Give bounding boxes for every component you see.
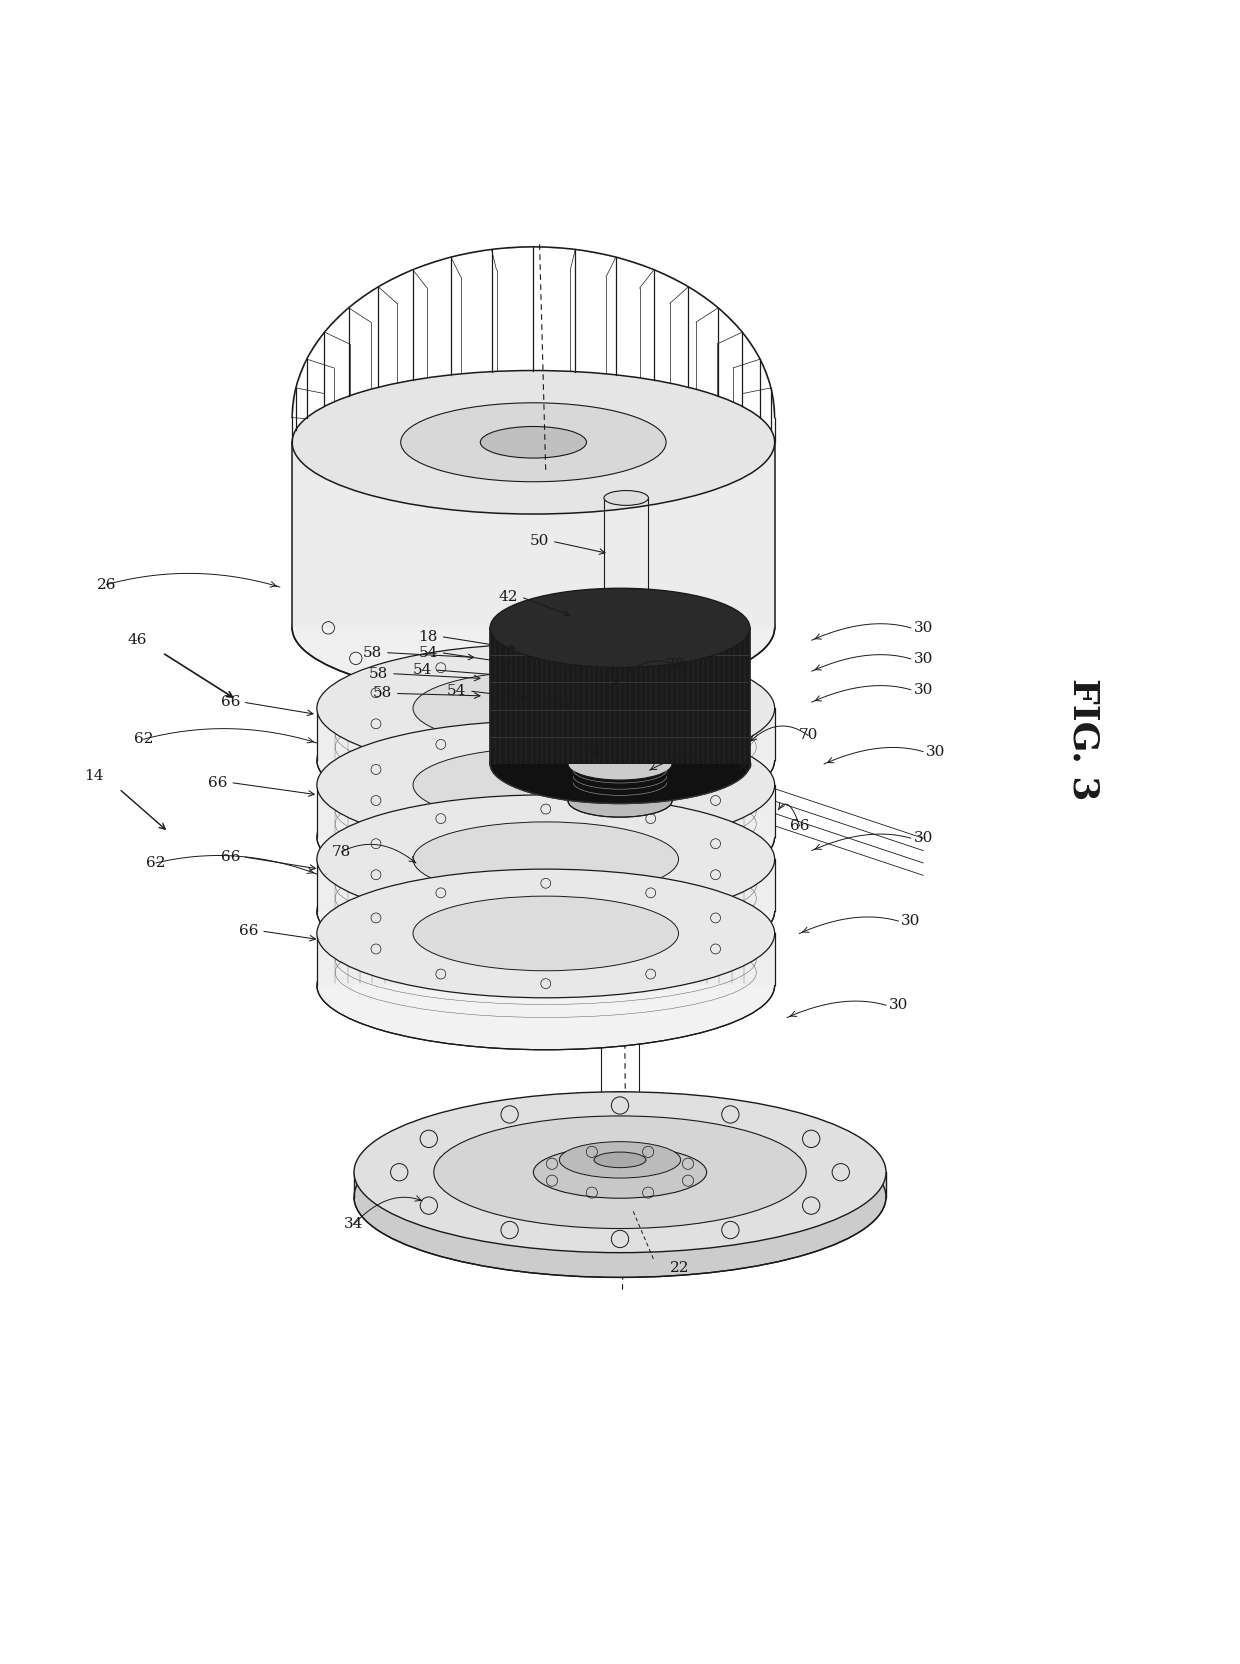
Text: 50: 50 <box>734 759 754 774</box>
Text: FIG. 3: FIG. 3 <box>1066 677 1101 800</box>
Ellipse shape <box>317 644 775 772</box>
Text: 70: 70 <box>799 729 817 742</box>
Text: 30: 30 <box>914 682 932 697</box>
Text: 78: 78 <box>583 744 603 759</box>
Ellipse shape <box>490 724 750 804</box>
Ellipse shape <box>490 589 750 667</box>
Ellipse shape <box>480 426 587 458</box>
Text: 62: 62 <box>146 855 166 870</box>
Text: 66: 66 <box>239 924 259 938</box>
Polygon shape <box>317 934 775 985</box>
Text: 42: 42 <box>498 591 518 604</box>
Text: 66: 66 <box>790 819 810 832</box>
Ellipse shape <box>568 785 672 817</box>
Text: 54: 54 <box>446 684 466 697</box>
Polygon shape <box>317 785 775 837</box>
Ellipse shape <box>413 822 678 897</box>
Text: 42: 42 <box>505 689 525 702</box>
Text: 30: 30 <box>914 832 932 845</box>
Ellipse shape <box>401 403 666 483</box>
Polygon shape <box>293 443 775 627</box>
Ellipse shape <box>533 1146 707 1198</box>
Text: 50: 50 <box>529 534 549 547</box>
Text: 66: 66 <box>221 850 241 864</box>
Text: 30: 30 <box>901 914 920 929</box>
Polygon shape <box>317 859 775 912</box>
Text: 58: 58 <box>363 646 382 659</box>
Text: 66: 66 <box>208 775 228 789</box>
Ellipse shape <box>317 721 775 849</box>
Text: 14: 14 <box>84 769 104 784</box>
Ellipse shape <box>293 556 775 699</box>
Ellipse shape <box>601 1092 639 1105</box>
Ellipse shape <box>353 1117 887 1278</box>
Text: 66: 66 <box>221 696 241 709</box>
Polygon shape <box>353 1171 887 1196</box>
Ellipse shape <box>604 621 649 636</box>
Ellipse shape <box>317 696 775 825</box>
Text: 78: 78 <box>332 845 351 859</box>
Text: 22: 22 <box>670 1261 689 1275</box>
Ellipse shape <box>568 747 672 780</box>
Ellipse shape <box>353 1092 887 1253</box>
Text: 34: 34 <box>345 1216 363 1231</box>
Text: 26: 26 <box>97 577 117 592</box>
Ellipse shape <box>413 747 678 822</box>
Ellipse shape <box>413 897 678 970</box>
Ellipse shape <box>434 1117 806 1228</box>
Text: 30: 30 <box>914 652 932 666</box>
Text: 46: 46 <box>128 634 148 647</box>
Text: 30: 30 <box>914 621 932 636</box>
Text: 62: 62 <box>134 732 154 745</box>
Ellipse shape <box>594 1151 646 1168</box>
Text: 54: 54 <box>413 662 432 677</box>
Ellipse shape <box>604 491 649 506</box>
Ellipse shape <box>559 1142 681 1178</box>
Ellipse shape <box>317 869 775 998</box>
Polygon shape <box>317 709 775 760</box>
Text: 58: 58 <box>373 687 392 701</box>
Ellipse shape <box>601 795 639 807</box>
Text: 58: 58 <box>370 667 388 681</box>
Ellipse shape <box>293 371 775 514</box>
Ellipse shape <box>317 922 775 1050</box>
Text: 30: 30 <box>926 744 945 759</box>
Ellipse shape <box>317 847 775 975</box>
Ellipse shape <box>317 795 775 924</box>
Polygon shape <box>490 627 750 764</box>
Text: 54: 54 <box>419 646 438 659</box>
Ellipse shape <box>413 671 678 745</box>
Text: 30: 30 <box>889 998 908 1012</box>
Text: 78: 78 <box>666 657 686 672</box>
Text: 18: 18 <box>419 629 438 644</box>
Ellipse shape <box>317 772 775 902</box>
